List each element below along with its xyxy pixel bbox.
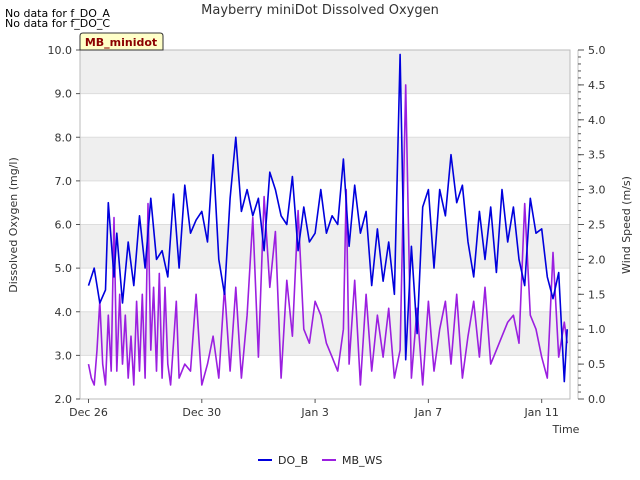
y-tick-label: 5.0 [55,262,73,275]
series-line-do-b [87,53,568,383]
y-tick-label: 10.0 [48,44,73,57]
station-badge: MB_minidot [79,32,164,51]
x-tick-label: Jan 7 [414,406,442,419]
x-tick-label: Jan 3 [300,406,328,419]
legend: DO_B MB_WS [258,454,382,467]
no-data-note-do-c: No data for f_DO_C [5,17,111,30]
y2-tick-label: 1.0 [588,323,606,336]
y2-tick-label: 5.0 [588,44,606,57]
series-layer [87,53,568,386]
chart-title: Mayberry miniDot Dissolved Oxygen [201,3,439,18]
legend-label-do-b: DO_B [278,454,308,467]
x-axis: Dec 26 Dec 30 Jan 3 Jan 7 Jan 11 [69,399,559,419]
y2-tick-label: 4.5 [588,79,606,92]
station-badge-box [79,32,164,51]
series-line-mb-ws [87,84,568,386]
x-tick-label: Dec 30 [182,406,221,419]
x-axis-label: Time [552,423,580,436]
y2-tick-label: 3.5 [588,149,606,162]
no-data-note-do-a: No data for f_DO_A [5,7,110,20]
y2-tick-label: 0.5 [588,358,606,371]
y2-tick-label: 4.0 [588,114,606,127]
y-axis-left: 2.0 3.0 4.0 5.0 6.0 7.0 8.0 9.0 10.0 [48,44,80,406]
y-axis-right: 0.0 0.5 1.0 1.5 2.0 2.5 3.0 3.5 4.0 4.5 5.0 [577,44,606,406]
y-tick-label: 2.0 [55,393,73,406]
legend-label-mb-ws: MB_WS [342,454,382,467]
y-tick-label: 9.0 [55,88,73,101]
background-bands [80,50,570,356]
station-badge-label: MB_minidot [85,36,157,49]
y2-tick-label: 2.5 [588,219,606,232]
x-tick-label: Dec 26 [69,406,108,419]
y-tick-label: 8.0 [55,131,73,144]
background-band [80,50,570,94]
y-axis-label: Dissolved Oxygen (mg/l) [7,157,20,292]
y2-tick-label: 0.0 [588,393,606,406]
y-tick-label: 3.0 [55,349,73,362]
y-tick-label: 6.0 [55,219,73,232]
x-tick-label: Jan 11 [523,406,558,419]
background-band [80,137,570,181]
y-tick-label: 4.0 [55,306,73,319]
y2-tick-label: 2.0 [588,253,606,266]
y2-tick-label: 1.5 [588,288,606,301]
y-tick-label: 7.0 [55,175,73,188]
y2-axis-label: Wind Speed (m/s) [620,176,633,274]
y2-tick-label: 3.0 [588,184,606,197]
